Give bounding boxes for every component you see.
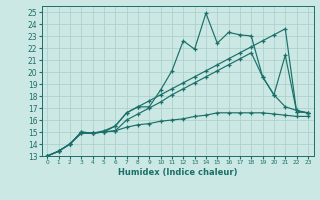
X-axis label: Humidex (Indice chaleur): Humidex (Indice chaleur) <box>118 168 237 177</box>
